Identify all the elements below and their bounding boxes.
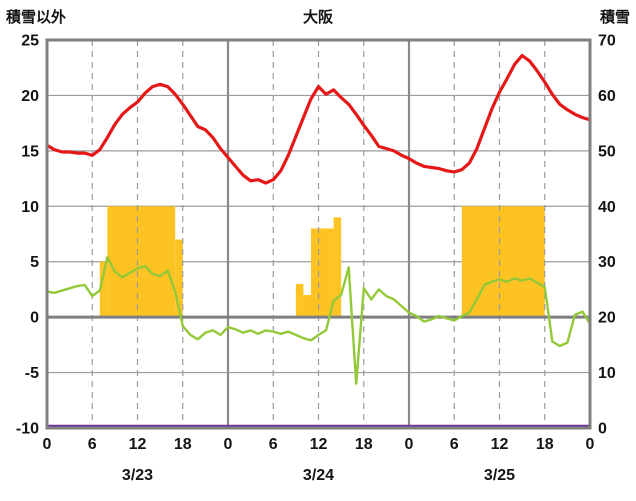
green-line-series bbox=[45, 256, 592, 385]
svg-text:18: 18 bbox=[174, 436, 192, 453]
location-title: 大阪 bbox=[302, 9, 333, 26]
x-axis-labels: 0 6 12 18 0 6 12 18 0 6 12 18 0 bbox=[43, 436, 595, 453]
left-axis-labels: 25 20 15 10 5 0 -5 -10 bbox=[16, 33, 39, 438]
svg-text:40: 40 bbox=[598, 199, 616, 216]
svg-text:20: 20 bbox=[21, 88, 39, 105]
svg-text:50: 50 bbox=[598, 143, 616, 160]
svg-text:0: 0 bbox=[43, 436, 52, 453]
red-line-series bbox=[45, 53, 592, 185]
svg-text:12: 12 bbox=[129, 436, 147, 453]
svg-text:12: 12 bbox=[491, 436, 509, 453]
svg-text:6: 6 bbox=[269, 436, 278, 453]
svg-text:3/24: 3/24 bbox=[303, 467, 334, 484]
svg-text:0: 0 bbox=[586, 436, 595, 453]
vertical-gridlines bbox=[91, 40, 546, 428]
svg-text:3/25: 3/25 bbox=[484, 467, 515, 484]
plot-frame bbox=[45, 38, 592, 430]
svg-text:-10: -10 bbox=[16, 421, 39, 438]
svg-text:18: 18 bbox=[355, 436, 373, 453]
svg-text:60: 60 bbox=[598, 88, 616, 105]
svg-text:6: 6 bbox=[88, 436, 97, 453]
svg-text:0: 0 bbox=[405, 436, 414, 453]
svg-text:25: 25 bbox=[21, 33, 39, 50]
svg-text:10: 10 bbox=[598, 365, 616, 382]
svg-text:20: 20 bbox=[598, 310, 616, 327]
svg-text:-5: -5 bbox=[25, 365, 39, 382]
left-axis-title: 積雪以外 bbox=[6, 9, 67, 26]
svg-text:6: 6 bbox=[450, 436, 459, 453]
svg-text:30: 30 bbox=[598, 254, 616, 271]
right-axis-labels: 70 60 50 40 30 20 10 0 bbox=[598, 33, 616, 438]
svg-text:0: 0 bbox=[224, 436, 233, 453]
right-axis-title: 積雪 bbox=[599, 9, 630, 26]
yellow-bars bbox=[99, 206, 545, 318]
svg-text:10: 10 bbox=[21, 199, 39, 216]
svg-text:0: 0 bbox=[30, 310, 39, 327]
svg-text:0: 0 bbox=[598, 421, 607, 438]
svg-text:5: 5 bbox=[30, 254, 39, 271]
svg-text:70: 70 bbox=[598, 33, 616, 50]
svg-text:18: 18 bbox=[536, 436, 554, 453]
svg-text:3/23: 3/23 bbox=[122, 467, 153, 484]
svg-text:15: 15 bbox=[21, 143, 39, 160]
svg-text:12: 12 bbox=[310, 436, 328, 453]
date-labels: 3/23 3/24 3/25 bbox=[122, 467, 515, 484]
